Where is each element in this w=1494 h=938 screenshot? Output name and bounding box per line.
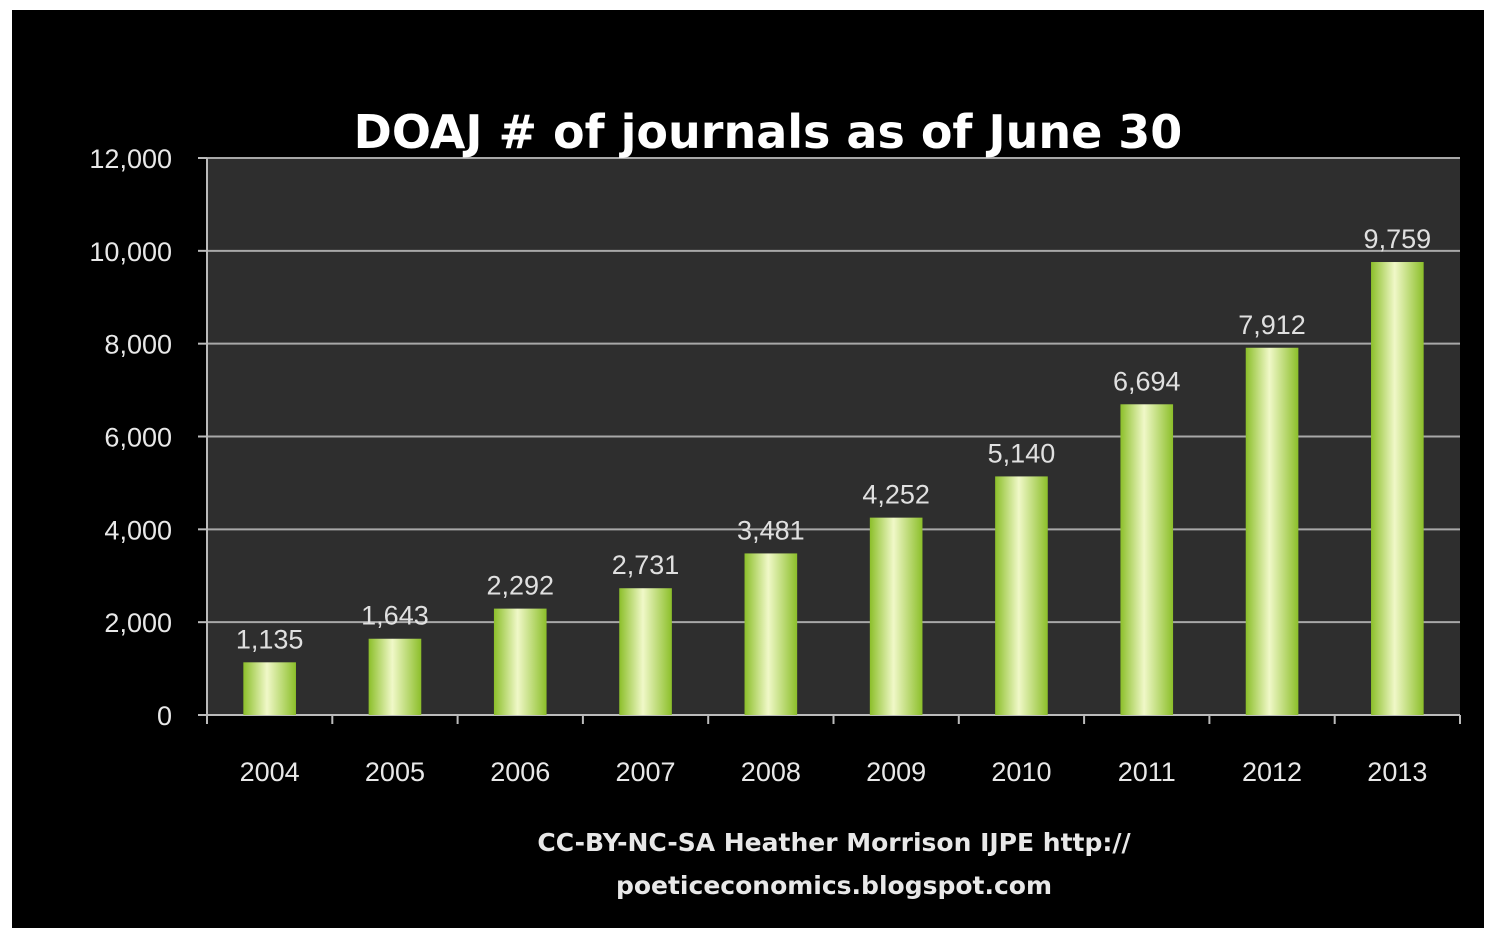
- y-tick-label: 8,000: [104, 330, 172, 360]
- bar-2006: [493, 608, 547, 715]
- data-label-2007: 2,731: [612, 550, 680, 580]
- bar-2008: [744, 553, 798, 715]
- x-tick-label-2010: 2010: [991, 757, 1051, 787]
- data-label-2006: 2,292: [486, 571, 554, 601]
- bars: [243, 262, 1424, 715]
- y-tick-label: 10,000: [89, 237, 172, 267]
- x-axis-label-line-2: poeticeconomics.blogspot.com: [616, 871, 1052, 900]
- bar-2011: [1120, 404, 1174, 715]
- bar-2012: [1245, 347, 1299, 715]
- data-label-2012: 7,912: [1238, 310, 1306, 340]
- bar-2010: [995, 476, 1048, 715]
- data-label-2004: 1,135: [236, 624, 304, 654]
- x-tick-label-2006: 2006: [490, 757, 550, 787]
- x-tick-label-2013: 2013: [1367, 757, 1427, 787]
- data-label-2010: 5,140: [988, 438, 1056, 468]
- x-tick-label-2009: 2009: [866, 757, 926, 787]
- data-label-2008: 3,481: [737, 515, 805, 545]
- data-label-2009: 4,252: [862, 480, 930, 510]
- x-tick-label-2004: 2004: [240, 757, 300, 787]
- bar-2005: [368, 638, 422, 715]
- chart-title: DOAJ # of journals as of June 30: [354, 105, 1183, 159]
- x-tick-label-2007: 2007: [616, 757, 676, 787]
- x-axis-label-line-1: CC-BY-NC-SA Heather Morrison IJPE http:/…: [537, 828, 1131, 857]
- labels: 0 2,000 4,000 6,000 8,000 10,000 12,000 1,135 20…: [89, 144, 1431, 787]
- bar-2007: [619, 588, 672, 715]
- x-tick-label-2005: 2005: [365, 757, 425, 787]
- y-tick-label: 12,000: [89, 144, 172, 174]
- data-label-2011: 6,694: [1113, 366, 1181, 396]
- x-tick-label-2012: 2012: [1242, 757, 1302, 787]
- data-label-2005: 1,643: [361, 601, 429, 631]
- y-tick-label: 0: [157, 701, 172, 731]
- data-label-2013: 9,759: [1364, 224, 1432, 254]
- bar-2004: [243, 662, 296, 715]
- y-tick-label: 4,000: [104, 515, 172, 545]
- x-tick-label-2008: 2008: [741, 757, 801, 787]
- bar-2013: [1371, 262, 1424, 715]
- x-tick-label-2011: 2011: [1118, 757, 1176, 787]
- y-tick-label: 2,000: [104, 608, 172, 638]
- bar-2009: [869, 517, 923, 715]
- y-tick-label: 6,000: [104, 423, 172, 453]
